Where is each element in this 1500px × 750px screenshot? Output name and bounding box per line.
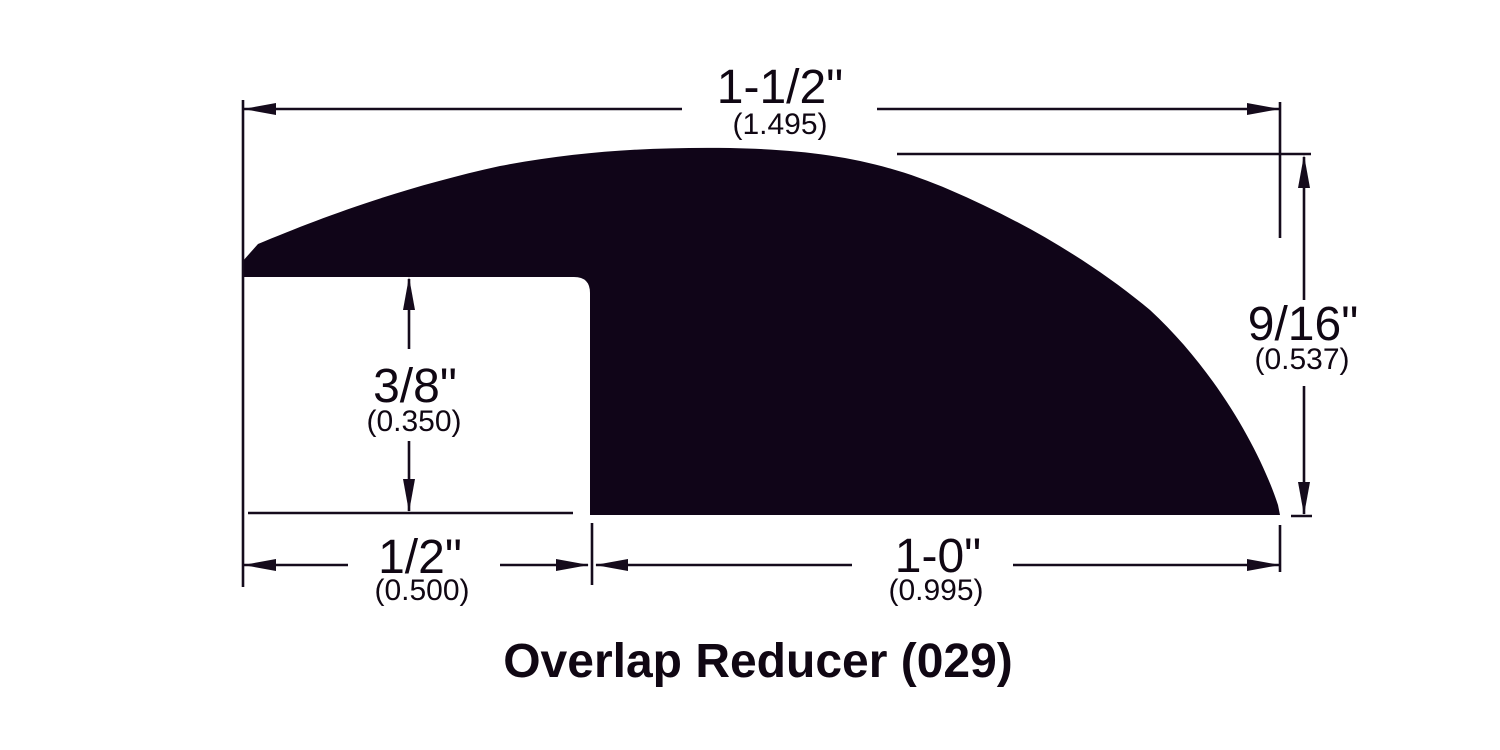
dim-overall-width-decimal: (1.495)	[732, 108, 827, 141]
arrowhead-up-icon	[403, 277, 415, 310]
arrowhead-left-icon	[595, 559, 628, 571]
arrowhead-down-icon	[1298, 482, 1310, 515]
dim-overlap-width: 1/2" (0.500)	[243, 531, 589, 607]
dim-overall-width-label: 1-1/2"	[717, 61, 843, 114]
dim-overall-height-label: 9/16"	[1248, 298, 1358, 351]
dim-underlap-height: 3/8" (0.350)	[366, 277, 462, 512]
dim-underlap-height-decimal: (0.350)	[366, 405, 461, 438]
arrowhead-right-icon	[1247, 103, 1280, 115]
dim-underlap-height-label: 3/8"	[373, 360, 457, 413]
dim-overall-width: 1-1/2" (1.495)	[243, 61, 1280, 141]
dim-overall-height-decimal: (0.537)	[1254, 343, 1349, 376]
dim-overlap-width-label: 1/2"	[378, 531, 462, 584]
dim-base-width-decimal: (0.995)	[888, 574, 983, 607]
arrowhead-down-icon	[403, 479, 415, 512]
diagram-title: Overlap Reducer (029)	[503, 635, 1013, 688]
dim-base-width-label: 1-0"	[895, 530, 981, 583]
profile-shape	[242, 147, 1280, 515]
dim-overlap-width-decimal: (0.500)	[374, 574, 469, 607]
arrowhead-right-icon	[556, 559, 589, 571]
arrowhead-left-icon	[243, 559, 276, 571]
dim-overall-height: 9/16" (0.537)	[1248, 155, 1358, 515]
dim-base-width: 1-0" (0.995)	[595, 530, 1280, 607]
arrowhead-right-icon	[1247, 559, 1280, 571]
arrowhead-up-icon	[1298, 155, 1310, 188]
arrowhead-left-icon	[243, 103, 276, 115]
